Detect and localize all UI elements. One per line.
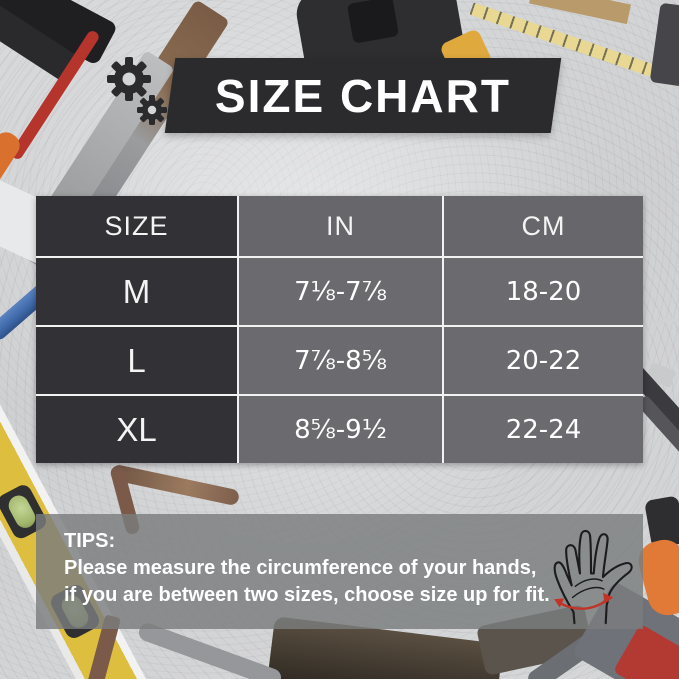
table-cell-cm-m: 18-20: [444, 258, 643, 325]
wood-ruler-shape: [529, 0, 631, 25]
tips-line-1: Please measure the circumference of your…: [64, 557, 537, 579]
table-header-in: IN: [239, 196, 442, 256]
table-cell-size-l: L: [36, 327, 237, 394]
table-cell-in-l: 7⅞-8⅝: [239, 327, 442, 394]
page-title: SIZE CHART: [215, 69, 511, 122]
tips-label: TIPS:: [64, 530, 116, 552]
table-cell-size-m: M: [36, 258, 237, 325]
tips-line-2: if you are between two sizes, choose siz…: [64, 584, 550, 606]
tips-band: TIPS: Please measure the circumference o…: [36, 514, 643, 629]
gear-icon: [107, 57, 167, 125]
size-chart-banner: SIZE CHART: [164, 58, 562, 133]
table-cell-in-m: 7⅛-7⅞: [239, 258, 442, 325]
table-header-cm: CM: [444, 196, 643, 256]
table-cell-cm-xl: 22-24: [444, 396, 643, 463]
tool-shape: [649, 2, 679, 88]
table-header-size: SIZE: [36, 196, 237, 256]
tips-text: TIPS: Please measure the circumference o…: [64, 528, 550, 609]
size-table: SIZE IN CM M 7⅛-7⅞ 18-20 L 7⅞-8⅝ 20-22 X…: [36, 196, 643, 463]
table-cell-cm-l: 20-22: [444, 327, 643, 394]
level-vial: [5, 492, 39, 532]
table-cell-in-xl: 8⅝-9½: [239, 396, 442, 463]
wrench-shape: [136, 620, 284, 679]
table-cell-size-xl: XL: [36, 396, 237, 463]
hand-measurement-icon: [553, 529, 633, 625]
